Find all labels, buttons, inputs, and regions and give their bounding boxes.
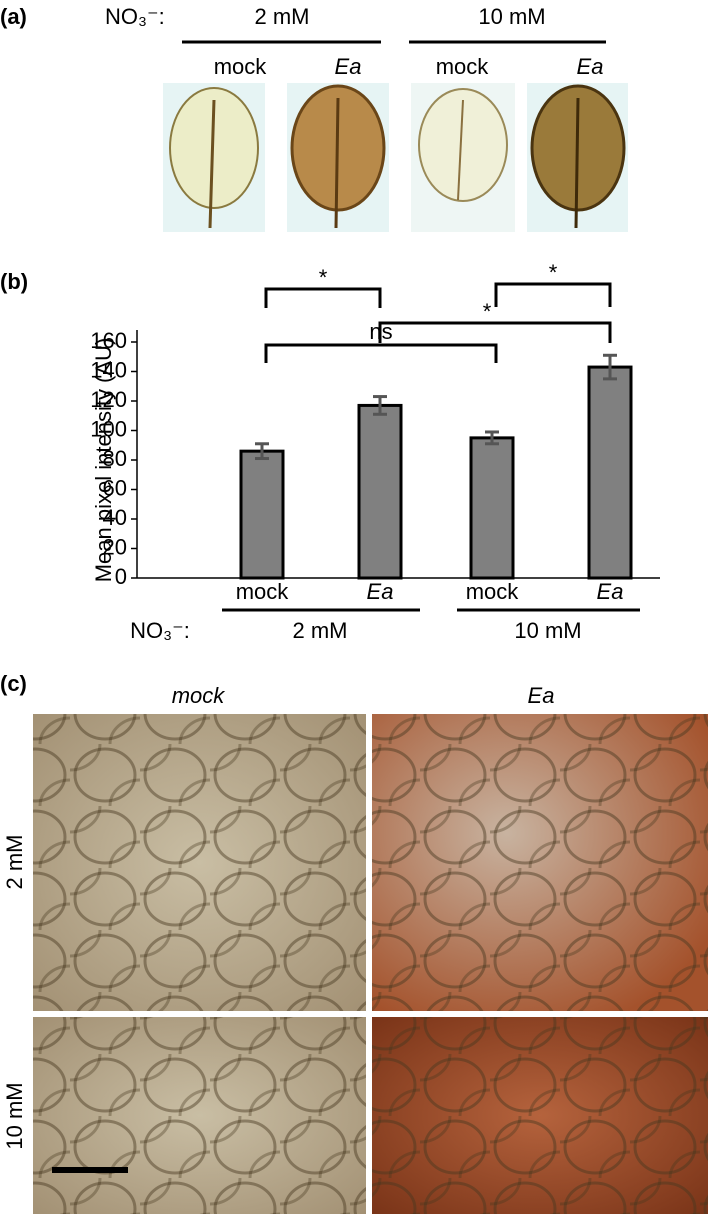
treatment-label: mock [436, 54, 490, 79]
bar [357, 403, 403, 580]
significance-bracket [494, 282, 612, 307]
x-tick-label: Ea [597, 579, 624, 604]
column-label: mock [172, 683, 226, 708]
x-tick-label: Ea [367, 579, 394, 604]
significance-bracket [264, 343, 498, 363]
micrograph [33, 714, 366, 1011]
treatment-label: mock [214, 54, 268, 79]
panel-c: (c) mock Ea 2 mM 10 mM [0, 671, 708, 1214]
significance-bracket [378, 321, 612, 343]
panel-label: (c) [0, 671, 27, 696]
leaf-image [287, 83, 389, 232]
panel-a: (a) NO₃⁻: 2 mM 10 mM mock Ea mock Ea [0, 4, 628, 232]
panel-label: (b) [0, 269, 28, 294]
group-label: 2 mM [255, 4, 310, 29]
micrograph [33, 1017, 366, 1214]
y-tick-label: 140 [90, 357, 127, 382]
factor-label: NO₃⁻: [130, 618, 190, 643]
error-bar [485, 430, 499, 446]
y-tick-label: 100 [90, 416, 127, 441]
y-tick-label: 0 [115, 564, 127, 589]
y-tick-label: 160 [90, 328, 127, 353]
group-label: 10 mM [478, 4, 545, 29]
bar [469, 436, 515, 580]
significance-label: ns [369, 319, 392, 344]
significance-label: * [549, 260, 558, 285]
bar [587, 365, 633, 580]
leaf-image [527, 83, 628, 232]
micrograph [372, 1017, 708, 1214]
leaf-image [163, 83, 265, 232]
scale-bar [52, 1167, 128, 1173]
y-tick-label: 60 [103, 475, 127, 500]
row-label: 10 mM [2, 1082, 27, 1149]
group-label: 10 mM [514, 618, 581, 643]
row-label: 2 mM [2, 835, 27, 890]
significance-label: * [483, 299, 492, 324]
y-axis-label: Mean pixel intensity (AU) [91, 338, 116, 583]
micrograph [372, 714, 708, 1011]
error-bar [373, 395, 387, 416]
significance-bracket [264, 287, 382, 308]
x-tick-label: mock [236, 579, 290, 604]
column-label: Ea [528, 683, 555, 708]
y-tick-label: 40 [103, 505, 127, 530]
x-tick-label: mock [466, 579, 520, 604]
panel-b: (b) Mean pixel intensity (AU) NO₃⁻: 0 20 4… [0, 260, 660, 643]
y-tick-label: 120 [90, 387, 127, 412]
factor-label: NO₃⁻: [105, 4, 165, 29]
treatment-label: Ea [335, 54, 362, 79]
panel-label: (a) [0, 4, 27, 29]
error-bar [255, 442, 269, 461]
leaf-image [411, 83, 515, 232]
y-tick-label: 80 [103, 446, 127, 471]
y-tick-label: 20 [103, 534, 127, 559]
significance-label: * [319, 265, 328, 290]
treatment-label: Ea [577, 54, 604, 79]
group-label: 2 mM [293, 618, 348, 643]
bar [239, 449, 285, 580]
error-bar [603, 353, 617, 381]
